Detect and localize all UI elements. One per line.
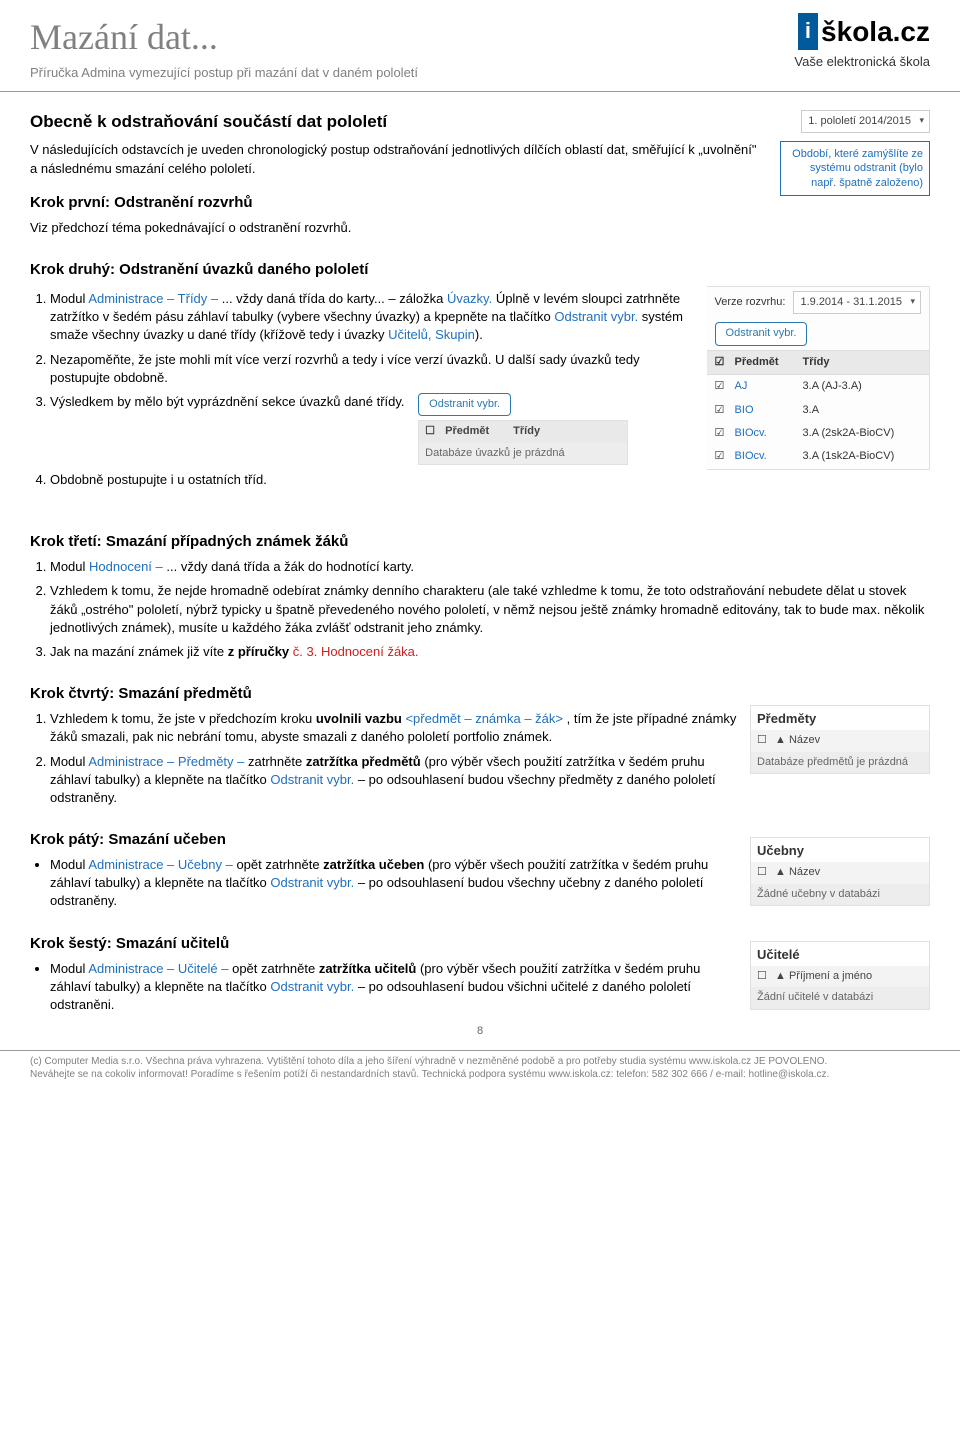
- page-header: Mazání dat... Příručka Admina vymezující…: [0, 0, 960, 92]
- general-heading: Obecně k odstraňování součástí dat polol…: [30, 110, 760, 134]
- predmety-title: Předměty: [751, 706, 929, 730]
- odstranit-button[interactable]: Odstranit vybr.: [715, 322, 808, 345]
- checkbox-icon[interactable]: ☑: [715, 403, 727, 418]
- empty-uvazky-table: ☐ Předmět Třídy Databáze úvazků je prázd…: [418, 420, 628, 465]
- table-row[interactable]: ☑ BIOcv. 3.A (2sk2A-BioCV): [707, 422, 929, 445]
- checkbox-icon[interactable]: ☑: [715, 426, 727, 441]
- step2-heading: Krok druhý: Odstranění úvazků daného pol…: [30, 259, 930, 280]
- col-subject: Předmět: [735, 355, 795, 370]
- document-body: Obecně k odstraňování součástí dat polol…: [0, 92, 960, 1050]
- step5-item-1: Modul Administrace – Učebny – opět zatrh…: [50, 856, 738, 911]
- checkbox-header[interactable]: ☐: [757, 865, 769, 880]
- checkbox-header[interactable]: ☐: [757, 733, 769, 748]
- table-row[interactable]: ☑ AJ 3.A (AJ-3.A): [707, 375, 929, 398]
- page-number: 8: [30, 1022, 930, 1039]
- step3-item-2: Vzhledem k tomu, že nejde hromadně odebí…: [50, 582, 930, 637]
- logo-block: i škola.cz Vaše elektronická škola: [794, 12, 930, 71]
- table-row[interactable]: ☑ BIO 3.A: [707, 399, 929, 422]
- step2-item-3: Výsledkem by mělo být vyprázdnění sekce …: [50, 393, 695, 465]
- col-class: Třídy: [803, 355, 921, 370]
- step6-item-1: Modul Administrace – Učitelé – opět zatr…: [50, 960, 738, 1015]
- step4-item-1: Vzhledem k tomu, že jste v předchozím kr…: [50, 710, 738, 746]
- empty-uvazky-text: Databáze úvazků je prázdná: [419, 443, 627, 464]
- step5-heading: Krok pátý: Smazání učeben: [30, 829, 738, 850]
- title-block: Mazání dat... Příručka Admina vymezující…: [30, 12, 418, 83]
- checkbox-header[interactable]: ☐: [757, 969, 769, 984]
- ucitele-title: Učitelé: [751, 942, 929, 966]
- table-row[interactable]: ☑ BIOcv. 3.A (1sk2A-BioCV): [707, 445, 929, 468]
- footer-line-1: (c) Computer Media s.r.o. Všechna práva …: [30, 1055, 930, 1069]
- step3-heading: Krok třetí: Smazání případných známek žá…: [30, 531, 930, 552]
- ucitele-empty: Žádní učitelé v databázi: [751, 987, 929, 1008]
- step6-heading: Krok šestý: Smazání učitelů: [30, 933, 738, 954]
- verze-dropdown[interactable]: 1.9.2014 - 31.1.2015: [793, 291, 921, 314]
- logo-icon: i: [798, 13, 818, 50]
- ucebny-empty: Žádné učebny v databázi: [751, 884, 929, 905]
- page-footer: (c) Computer Media s.r.o. Všechna práva …: [0, 1050, 960, 1090]
- page-subtitle: Příručka Admina vymezující postup při ma…: [30, 64, 418, 82]
- general-paragraph: V následujících odstavcích je uveden chr…: [30, 141, 760, 177]
- step2-item-2: Nezapoměňte, že jste mohli mít více verz…: [50, 351, 695, 387]
- step3-item-3: Jak na mazání známek již víte z příručky…: [50, 643, 930, 661]
- step1-paragraph: Viz předchozí téma pokednávající o odstr…: [30, 219, 760, 237]
- logo-tagline: Vaše elektronická škola: [794, 53, 930, 71]
- predmety-panel: Předměty ☐ ▲ Název Databáze předmětů je …: [750, 705, 930, 774]
- step1-heading: Krok první: Odstranění rozvrhů: [30, 192, 760, 213]
- step4-heading: Krok čtvrtý: Smazání předmětů: [30, 683, 738, 704]
- period-callout: Období, které zamýšlíte ze systému odstr…: [780, 141, 930, 196]
- step4-item-2: Modul Administrace – Předměty – zatrhnět…: [50, 753, 738, 808]
- predmety-empty: Databáze předmětů je prázdná: [751, 752, 929, 773]
- logo-text: škola.cz: [821, 12, 930, 51]
- checkbox-icon[interactable]: ☑: [715, 449, 727, 464]
- step3-item-1: Modul Hodnocení – ... vždy daná třída a …: [50, 558, 930, 576]
- checkbox-header-mini[interactable]: ☐: [425, 424, 437, 439]
- step2-item-1: Modul Administrace – Třídy – ... vždy da…: [50, 290, 695, 345]
- ucitele-panel: Učitelé ☐ ▲ Příjmení a jméno Žádní učite…: [750, 941, 930, 1010]
- page-title: Mazání dat...: [30, 12, 418, 62]
- ucebny-panel: Učebny ☐ ▲ Název Žádné učebny v databázi: [750, 837, 930, 906]
- checkbox-icon[interactable]: ☑: [715, 379, 727, 394]
- footer-line-2: Neváhejte se na cokoliv informovat! Pora…: [30, 1068, 930, 1082]
- step2-item-4: Obdobně postupujte i u ostatních tříd.: [50, 471, 695, 489]
- period-dropdown[interactable]: 1. pololetí 2014/2015: [801, 110, 930, 133]
- ucebny-title: Učebny: [751, 838, 929, 862]
- uvazky-panel: Verze rozvrhu: 1.9.2014 - 31.1.2015 Odst…: [707, 286, 930, 470]
- checkbox-header[interactable]: ☑: [715, 355, 727, 370]
- odstranit-button-mini[interactable]: Odstranit vybr.: [418, 393, 511, 416]
- verze-label: Verze rozvrhu:: [715, 295, 786, 310]
